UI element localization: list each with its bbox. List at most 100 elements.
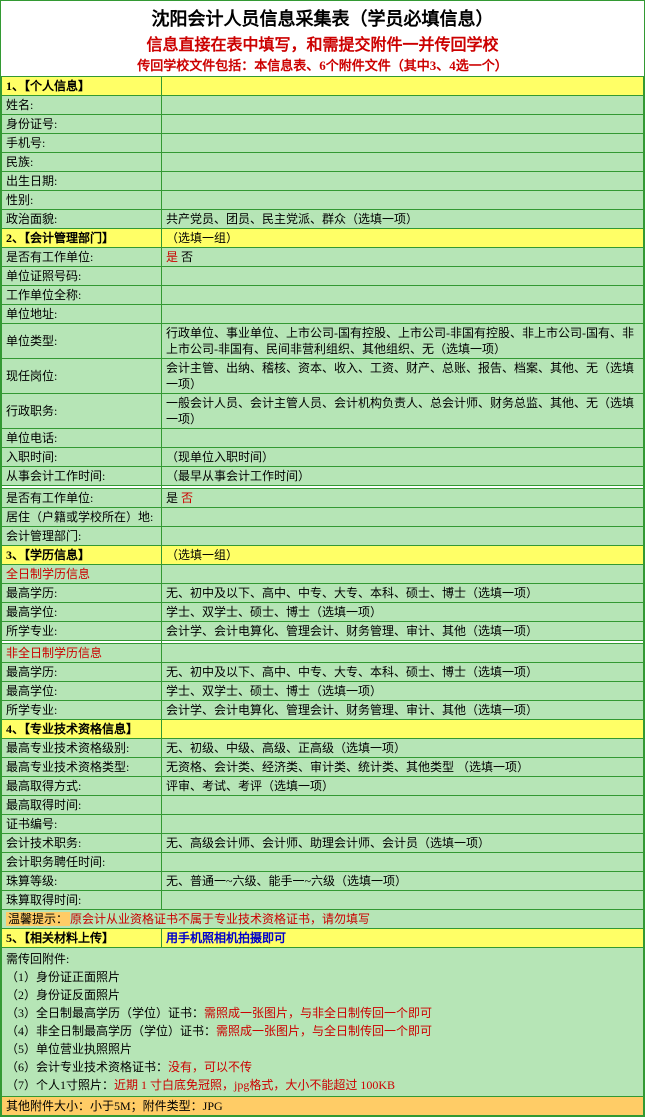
row-post-opts[interactable]: 会计主管、出纳、稽核、资本、收入、工资、财产、总账、报告、档案、其他、无（选填一…	[162, 359, 644, 394]
row-id-value[interactable]	[162, 115, 644, 134]
row-certno4-value[interactable]	[162, 815, 644, 834]
row-certno4-label: 证书编号:	[2, 815, 162, 834]
row-major2-label: 所学专业:	[2, 701, 162, 720]
row-certno-value[interactable]	[162, 267, 644, 286]
opt-yes: 是	[166, 250, 178, 264]
row-accdept-value[interactable]	[162, 527, 644, 546]
section-4-blank	[162, 720, 644, 739]
row-type-label: 最高专业技术资格类型:	[2, 758, 162, 777]
footer-note: 其他附件大小：小于5M；附件类型：JPG	[2, 1097, 644, 1116]
warning-text: 原会计从业资格证书不属于专业技术资格证书，请勿填写	[70, 912, 370, 926]
row-edu2-label: 最高学历:	[2, 663, 162, 682]
row-time-value[interactable]	[162, 796, 644, 815]
row-unitname-label: 工作单位全称:	[2, 286, 162, 305]
attach-intro: 需传回附件:	[6, 950, 639, 968]
row-unitaddr-value[interactable]	[162, 305, 644, 324]
row-major2-opts[interactable]: 会计学、会计电算化、管理会计、财务管理、审计、其他（选填一项）	[162, 701, 644, 720]
row-acctitletime-label: 会计职务聘任时间:	[2, 853, 162, 872]
row-abacustime-label: 珠算取得时间:	[2, 891, 162, 910]
parttime-label: 非全日制学历信息	[2, 644, 162, 663]
row-hasunit2-label: 是否有工作单位:	[2, 489, 162, 508]
attach-3b: 需照成一张图片，与非全日制传回一个即可	[204, 1006, 432, 1020]
section-1-head: 1、【个人信息】	[2, 77, 162, 96]
section-3-note: （选填一组）	[162, 546, 644, 565]
row-hasunit-label: 是否有工作单位:	[2, 248, 162, 267]
attach-6: （6）会计专业技术资格证书：没有，可以不传	[6, 1058, 639, 1076]
row-politics-opts[interactable]: 共产党员、团员、民主党派、群众（选填一项）	[162, 210, 644, 229]
attach-4a: （4）非全日制最高学历（学位）证书：	[6, 1024, 216, 1038]
row-post-label: 现任岗位:	[2, 359, 162, 394]
row-degree2-opts[interactable]: 学士、双学士、硕士、博士（选填一项）	[162, 682, 644, 701]
row-admin-opts[interactable]: 一般会计人员、会计主管人员、会计机构负责人、总会计师、财务总监、其他、无（选填一…	[162, 394, 644, 429]
row-edu-opts[interactable]: 无、初中及以下、高中、中专、大专、本科、硕士、博士（选填一项）	[162, 584, 644, 603]
row-birth-label: 出生日期:	[2, 172, 162, 191]
row-nation-label: 民族:	[2, 153, 162, 172]
row-nation-value[interactable]	[162, 153, 644, 172]
section-2-head: 2、【会计管理部门】	[2, 229, 162, 248]
section-2-note: （选填一组）	[162, 229, 644, 248]
attach-1: （1）身份证正面照片	[6, 968, 639, 986]
row-join-note[interactable]: （现单位入职时间）	[162, 448, 644, 467]
row-type-opts[interactable]: 无资格、会计类、经济类、审计类、统计类、其他类型 （选填一项）	[162, 758, 644, 777]
row-unitname-value[interactable]	[162, 286, 644, 305]
row-lvl-opts[interactable]: 无、初级、中级、高级、正高级（选填一项）	[162, 739, 644, 758]
row-name-value[interactable]	[162, 96, 644, 115]
row-major-label: 所学专业:	[2, 622, 162, 641]
row-unittel-value[interactable]	[162, 429, 644, 448]
parttime-blank	[162, 644, 644, 663]
row-admin-label: 行政职务:	[2, 394, 162, 429]
row-degree-opts[interactable]: 学士、双学士、硕士、博士（选填一项）	[162, 603, 644, 622]
row-residence-value[interactable]	[162, 508, 644, 527]
row-unittype-label: 单位类型:	[2, 324, 162, 359]
attach-2: （2）身份证反面照片	[6, 986, 639, 1004]
opt-no2: 否	[178, 491, 193, 505]
section-3-head: 3、【学历信息】	[2, 546, 162, 565]
row-method-opts[interactable]: 评审、考试、考评（选填一项）	[162, 777, 644, 796]
section-1-blank	[162, 77, 644, 96]
attach-7a: （7）个人1寸照片：	[6, 1078, 114, 1092]
row-accstart-note[interactable]: （最早从事会计工作时间）	[162, 467, 644, 486]
header-block: 沈阳会计人员信息采集表（学员必填信息） 信息直接在表中填写，和需提交附件一并传回…	[1, 1, 644, 76]
row-gender-value[interactable]	[162, 191, 644, 210]
opt-no: 否	[178, 250, 193, 264]
row-acctitletime-value[interactable]	[162, 853, 644, 872]
row-unitaddr-label: 单位地址:	[2, 305, 162, 324]
attach-7: （7）个人1寸照片：近期 1 寸白底免冠照，jpg格式，大小不能超过 100KB	[6, 1076, 639, 1094]
row-acctitle-label: 会计技术职务:	[2, 834, 162, 853]
row-name-label: 姓名:	[2, 96, 162, 115]
row-residence-label: 居住（户籍或学校所在）地:	[2, 508, 162, 527]
row-hasunit-value[interactable]: 是 否	[162, 248, 644, 267]
row-phone-value[interactable]	[162, 134, 644, 153]
attach-4b: 需照成一张图片，与全日制传回一个即可	[216, 1024, 432, 1038]
section-4-head: 4、【专业技术资格信息】	[2, 720, 162, 739]
row-abacustime-value[interactable]	[162, 891, 644, 910]
row-degree2-label: 最高学位:	[2, 682, 162, 701]
row-edu2-opts[interactable]: 无、初中及以下、高中、中专、大专、本科、硕士、博士（选填一项）	[162, 663, 644, 682]
opt-yes2: 是	[166, 491, 178, 505]
row-gender-label: 性别:	[2, 191, 162, 210]
form-sheet: 沈阳会计人员信息采集表（学员必填信息） 信息直接在表中填写，和需提交附件一并传回…	[0, 0, 645, 1117]
row-accstart-label: 从事会计工作时间:	[2, 467, 162, 486]
form-table: 1、【个人信息】 姓名: 身份证号: 手机号: 民族: 出生日期: 性别: 政治…	[1, 76, 644, 1116]
row-abacus-opts[interactable]: 无、普通一~六级、能手一~六级（选填一项）	[162, 872, 644, 891]
row-hasunit2-value[interactable]: 是 否	[162, 489, 644, 508]
row-major-opts[interactable]: 会计学、会计电算化、管理会计、财务管理、审计、其他（选填一项）	[162, 622, 644, 641]
attach-7b: 近期 1 寸白底免冠照，jpg格式，大小不能超过 100KB	[114, 1078, 395, 1092]
row-id-label: 身份证号:	[2, 115, 162, 134]
row-unittype-opts[interactable]: 行政单位、事业单位、上市公司-国有控股、上市公司-非国有控股、非上市公司-国有、…	[162, 324, 644, 359]
row-phone-label: 手机号:	[2, 134, 162, 153]
title-main: 沈阳会计人员信息采集表（学员必填信息）	[1, 5, 644, 31]
attach-5: （5）单位营业执照照片	[6, 1040, 639, 1058]
row-edu-label: 最高学历:	[2, 584, 162, 603]
attachments-block: 需传回附件: （1）身份证正面照片 （2）身份证反面照片 （3）全日制最高学历（…	[2, 948, 644, 1097]
section-5-head: 5、【相关材料上传】	[2, 929, 162, 948]
row-acctitle-opts[interactable]: 无、高级会计师、会计师、助理会计师、会计员（选填一项）	[162, 834, 644, 853]
warning-prefix: 温馨提示：	[6, 912, 70, 926]
row-unittel-label: 单位电话:	[2, 429, 162, 448]
row-lvl-label: 最高专业技术资格级别:	[2, 739, 162, 758]
row-birth-value[interactable]	[162, 172, 644, 191]
row-method-label: 最高取得方式:	[2, 777, 162, 796]
row-degree-label: 最高学位:	[2, 603, 162, 622]
warning-row: 温馨提示：原会计从业资格证书不属于专业技术资格证书，请勿填写	[2, 910, 644, 929]
row-join-label: 入职时间:	[2, 448, 162, 467]
